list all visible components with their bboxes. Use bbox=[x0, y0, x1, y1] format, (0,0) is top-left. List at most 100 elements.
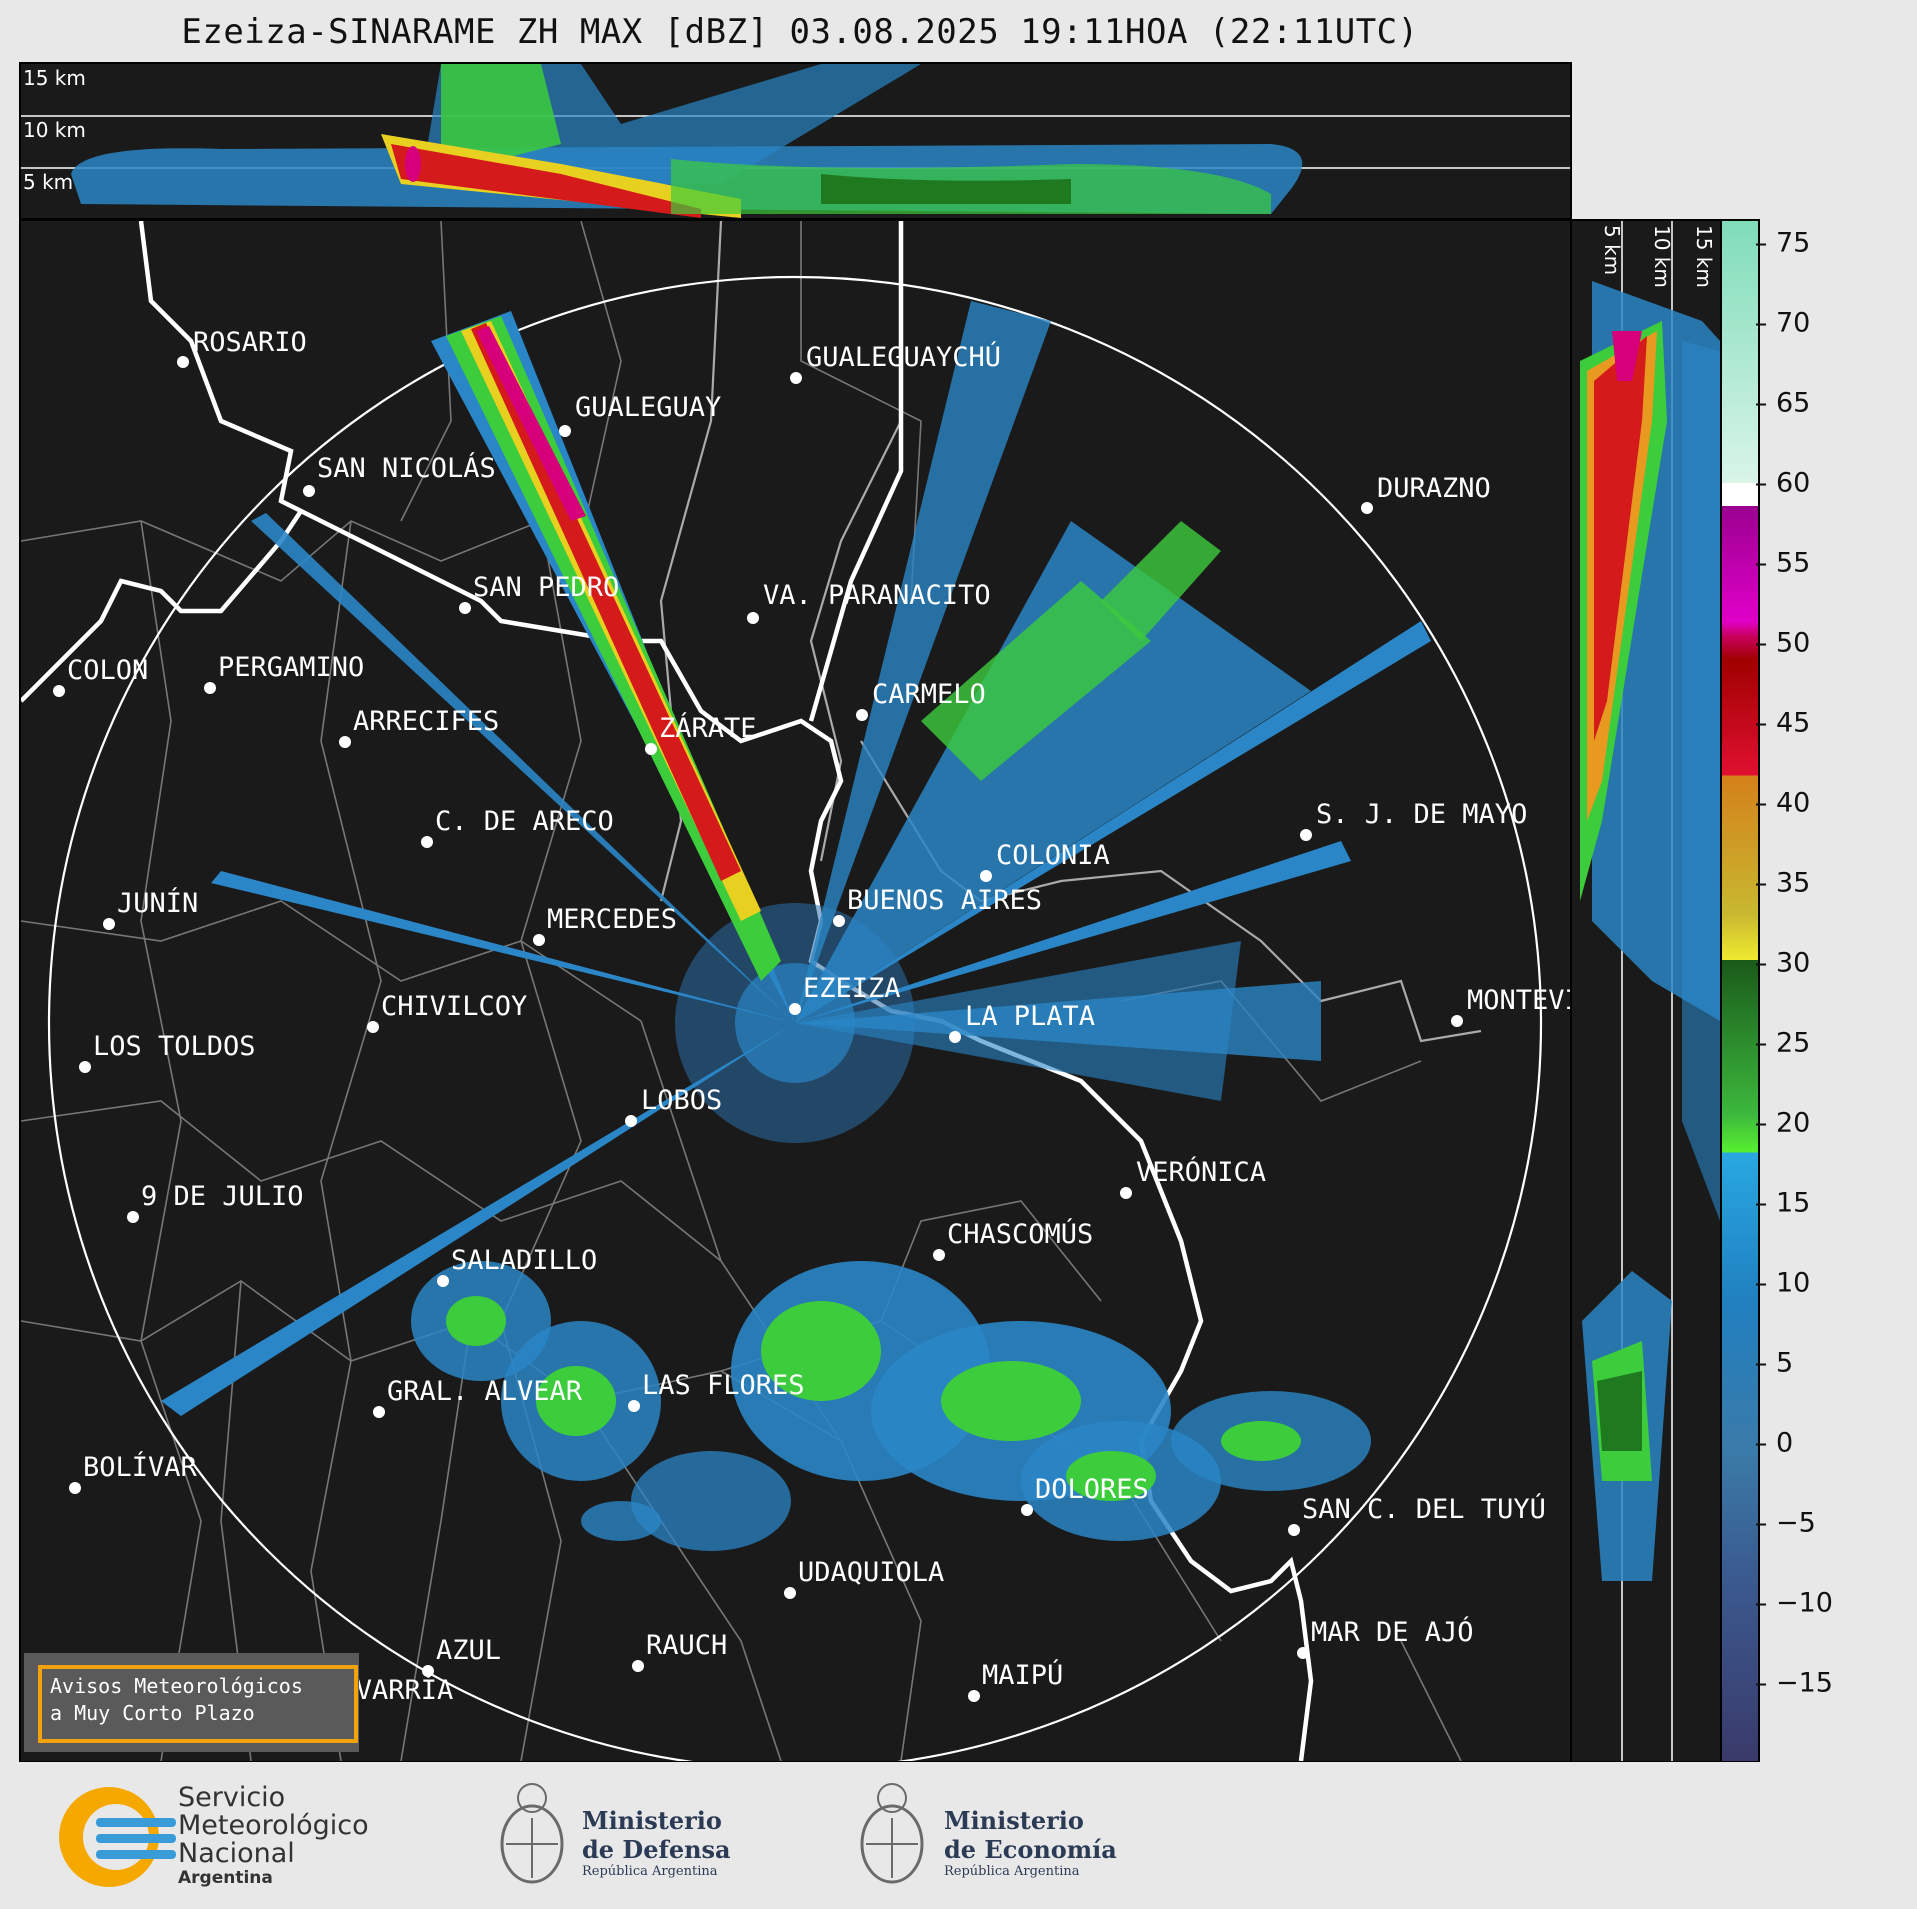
city-label-arrecifes: ARRECIFES bbox=[353, 706, 499, 737]
colorbar-tick: 0 bbox=[1755, 1428, 1793, 1459]
city-dot-chivilcoy bbox=[367, 1021, 379, 1033]
city-label-san-nicolas: SAN NICOLÁS bbox=[317, 452, 496, 484]
side-height-label-10: 10 km bbox=[1650, 225, 1674, 288]
city-label-las-flores: LAS FLORES bbox=[642, 1370, 805, 1401]
city-dot-rauch bbox=[632, 1660, 644, 1672]
city-label-gualeguaychu: GUALEGUAYCHÚ bbox=[806, 341, 1001, 373]
city-dot-9-de-julio bbox=[127, 1211, 139, 1223]
colorbar-tick: 25 bbox=[1755, 1028, 1810, 1059]
city-dot-mar-de-ajo bbox=[1297, 1647, 1309, 1659]
city-dot-carmelo bbox=[856, 709, 868, 721]
warnings-box-inner[interactable]: Avisos Meteorológicos a Muy Corto Plazo bbox=[38, 1665, 358, 1743]
economia-logo-text: Ministerio de Economía República Argenti… bbox=[944, 1806, 1117, 1879]
colorbar bbox=[1720, 219, 1760, 1763]
city-dot-pergamino bbox=[204, 682, 216, 694]
colorbar-tick: −15 bbox=[1756, 1668, 1833, 1699]
top-echo-dkgreen bbox=[821, 174, 1071, 204]
city-label-colonia: COLONIA bbox=[996, 840, 1110, 871]
colorbar-tick: 70 bbox=[1755, 308, 1810, 339]
top-height-label-5: 5 km bbox=[23, 170, 74, 194]
colorbar-tick: 45 bbox=[1755, 708, 1810, 739]
economia-line-1: Ministerio bbox=[944, 1806, 1084, 1835]
smn-line-3: Nacional bbox=[178, 1838, 295, 1869]
smn-line-1: Servicio bbox=[178, 1782, 286, 1813]
warnings-box[interactable]: Avisos Meteorológicos a Muy Corto Plazo bbox=[24, 1653, 359, 1752]
colorbar-tick: 60 bbox=[1755, 468, 1810, 499]
city-dot-ezeiza bbox=[789, 1003, 801, 1015]
smn-logo-text: Servicio Meteorológico Nacional Argentin… bbox=[178, 1782, 369, 1889]
city-dot-san-nicolas bbox=[303, 485, 315, 497]
city-dot-san-pedro bbox=[459, 602, 471, 614]
city-label-buenos-aires: BUENOS AIRES bbox=[847, 885, 1042, 916]
top-profile-svg bbox=[21, 64, 1570, 218]
city-dot-durazno bbox=[1361, 502, 1373, 514]
city-label-maipu: MAIPÚ bbox=[982, 1659, 1063, 1691]
colorbar-tick: 55 bbox=[1755, 548, 1810, 579]
city-label-bolivar: BOLÍVAR bbox=[83, 1451, 198, 1483]
city-label-9-de-julio: 9 DE JULIO bbox=[141, 1181, 304, 1212]
top-echo-green bbox=[441, 64, 561, 174]
city-label-san-pedro: SAN PEDRO bbox=[473, 572, 619, 603]
city-label-pergamino: PERGAMINO bbox=[218, 652, 364, 683]
warnings-line-1: Avisos Meteorológicos bbox=[50, 1674, 303, 1698]
city-label-chascomus: CHASCOMÚS bbox=[947, 1218, 1093, 1250]
side-height-label-5: 5 km bbox=[1600, 225, 1624, 276]
city-dot-bolivar bbox=[69, 1482, 81, 1494]
city-dot-lobos bbox=[625, 1115, 637, 1127]
city-label-carmelo: CARMELO bbox=[872, 679, 986, 710]
city-dot-sj-de-mayo bbox=[1300, 829, 1312, 841]
defensa-coat-of-arms-icon bbox=[500, 1783, 564, 1884]
top-echo-magenta bbox=[405, 146, 421, 182]
city-label-montevideo: MONTEVIDEO bbox=[1467, 985, 1570, 1016]
chart-title: Ezeiza-SINARAME ZH MAX [dBZ] 03.08.2025 … bbox=[181, 12, 1419, 52]
defensa-line-2: de Defensa bbox=[582, 1835, 731, 1864]
warnings-line-2: a Muy Corto Plazo bbox=[50, 1701, 255, 1725]
defensa-logo-text: Ministerio de Defensa República Argentin… bbox=[582, 1806, 731, 1879]
city-label-durazno: DURAZNO bbox=[1377, 473, 1491, 504]
top-height-label-15: 15 km bbox=[23, 66, 86, 90]
city-label-va-paranacito: VA. PARANACITO bbox=[763, 580, 991, 611]
colorbar-svg bbox=[1722, 221, 1758, 1761]
city-dot-chascomus bbox=[933, 1249, 945, 1261]
economia-coat-of-arms-icon bbox=[860, 1783, 924, 1884]
city-dot-la-plata bbox=[949, 1031, 961, 1043]
city-dot-san-c-del-tuyu bbox=[1288, 1524, 1300, 1536]
defensa-line-3: República Argentina bbox=[582, 1864, 718, 1879]
city-label-ezeiza: EZEIZA bbox=[803, 973, 901, 1004]
city-dot-zarate bbox=[645, 743, 657, 755]
city-label-san-c-del-tuyu: SAN C. DEL TUYÚ bbox=[1302, 1493, 1546, 1525]
radar-echoes bbox=[161, 301, 1431, 1551]
city-label-gualeguay: GUALEGUAY bbox=[575, 392, 721, 423]
city-dot-va-paranacito bbox=[747, 612, 759, 624]
city-label-junin: JUNÍN bbox=[117, 887, 198, 919]
side-height-label-15: 15 km bbox=[1692, 225, 1716, 288]
colorbar-tick: 50 bbox=[1755, 628, 1810, 659]
city-label-zarate: ZÁRATE bbox=[659, 712, 757, 744]
footer-logos: Servicio Meteorológico Nacional Argentin… bbox=[0, 1762, 1917, 1909]
top-height-label-10: 10 km bbox=[23, 118, 86, 142]
city-dot-rosario bbox=[177, 356, 189, 368]
city-dot-mercedes bbox=[533, 934, 545, 946]
colorbar-tick: −10 bbox=[1756, 1588, 1833, 1619]
side-height-profile-panel: 5 km 10 km 15 km bbox=[1570, 219, 1722, 1763]
city-label-rosario: ROSARIO bbox=[193, 327, 307, 358]
city-label-la-plata: LA PLATA bbox=[965, 1001, 1095, 1032]
colorbar-tick: 20 bbox=[1755, 1108, 1810, 1139]
colorbar-tick: 75 bbox=[1755, 228, 1810, 259]
city-dot-las-flores bbox=[628, 1400, 640, 1412]
side-profile-svg bbox=[1580, 221, 1720, 1761]
city-label-rauch: RAUCH bbox=[646, 1630, 727, 1661]
city-label-gral-alvear: GRAL. ALVEAR bbox=[387, 1376, 583, 1407]
city-dot-dolores bbox=[1021, 1504, 1033, 1516]
district-borders bbox=[21, 221, 1462, 1761]
colorbar-tick: 15 bbox=[1755, 1188, 1810, 1219]
city-dot-udaquiola bbox=[784, 1587, 796, 1599]
smn-line-2: Meteorológico bbox=[178, 1810, 369, 1841]
economia-line-2: de Economía bbox=[944, 1835, 1117, 1864]
city-dot-buenos-aires bbox=[833, 915, 845, 927]
city-dot-arrecifes bbox=[339, 736, 351, 748]
city-label-colon: COLON bbox=[67, 655, 148, 686]
colorbar-tick: 35 bbox=[1755, 868, 1810, 899]
city-dot-colonia bbox=[980, 870, 992, 882]
range-ring bbox=[48, 276, 1542, 1761]
